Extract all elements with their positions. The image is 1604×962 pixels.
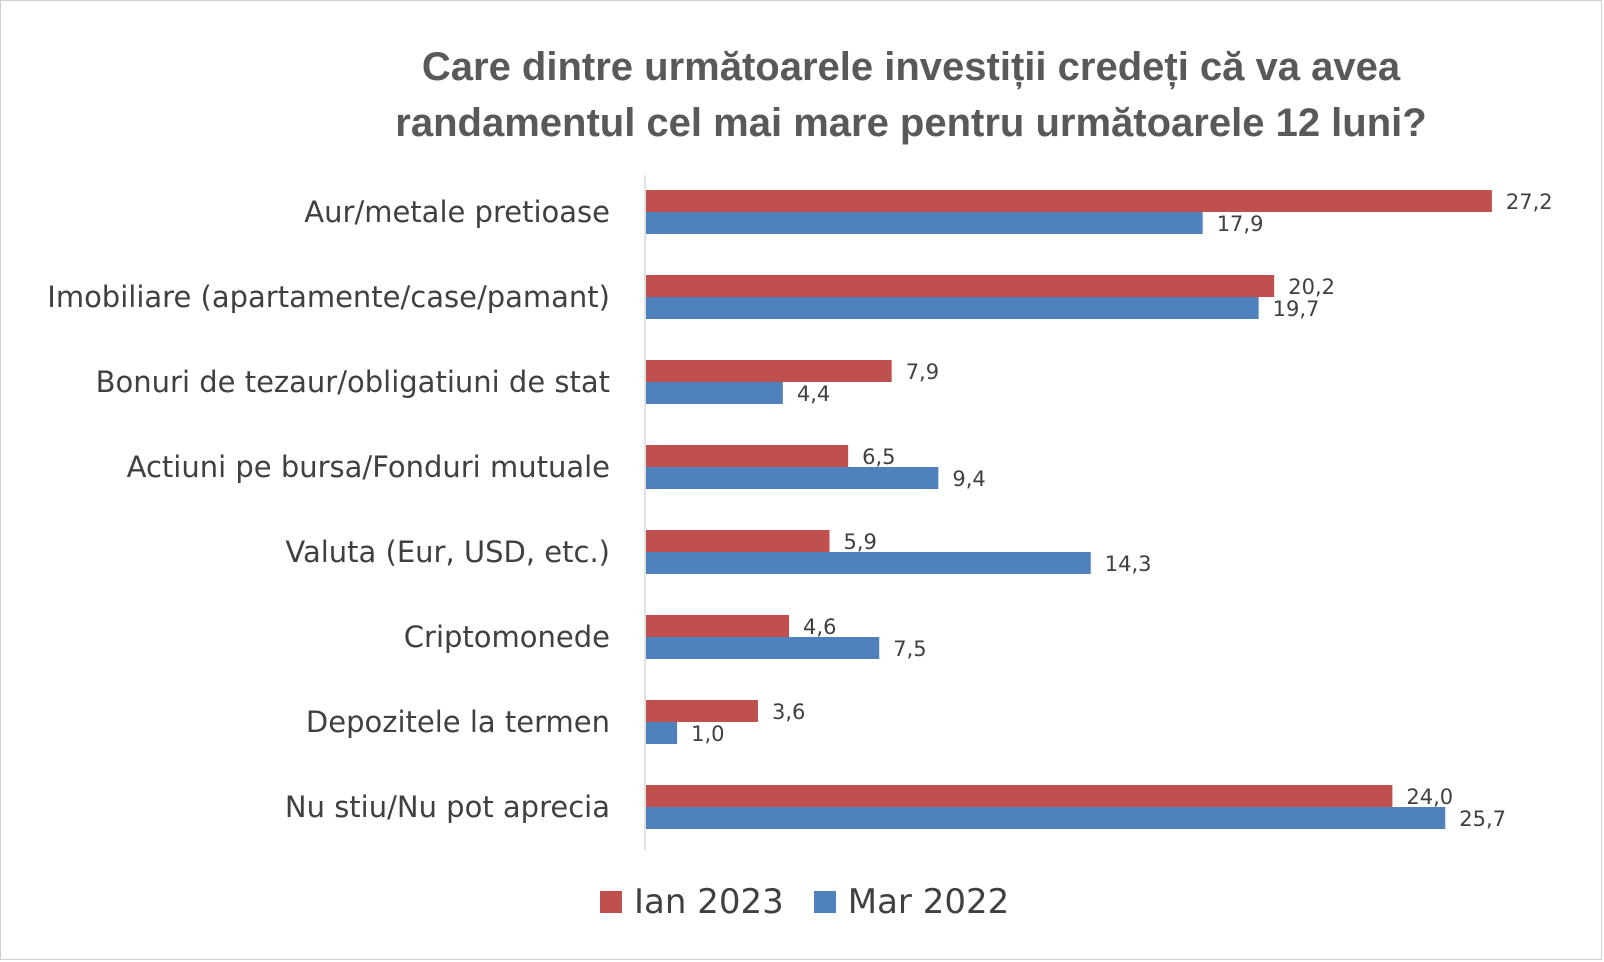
data-label-ian-2023-depozitele-la-termen: 3,6 [772,700,805,724]
data-label-ian-2023-valuta-eur-usd-etc: 5,9 [843,530,876,554]
data-label-mar-2022-valuta-eur-usd-etc: 14,3 [1105,552,1152,576]
legend-label-mar-2022: Mar 2022 [847,882,1010,922]
bar-ian-2023-depozitele-la-termen [646,700,758,722]
legend: Ian 2023 Mar 2022 [600,882,1039,922]
legend-swatch-mar-2022 [813,891,836,913]
bar-ian-2023-actiuni-pe-bursa-fonduri-mutuale [646,445,849,467]
bars-group: Aur/metale pretioase 27,2 17,9 Imobiliare (… [47,190,1553,831]
data-label-mar-2022-imobiliare-apartamente-case-pamant: 19,7 [1273,297,1320,321]
legend-label-ian-2023: Ian 2023 [634,882,784,922]
bar-mar-2022-imobiliare-apartamente-case-pamant [646,297,1259,319]
bar-ian-2023-criptomonede [646,615,790,637]
bar-mar-2022-actiuni-pe-bursa-fonduri-mutuale [646,467,939,489]
data-label-mar-2022-depozitele-la-termen: 1,0 [691,722,724,746]
category-label-criptomonede: Criptomonede [404,620,610,654]
data-label-ian-2023-aur-metale-pretioase: 27,2 [1506,190,1553,214]
bar-mar-2022-valuta-eur-usd-etc [646,552,1091,574]
chart-title: Care dintre următoarele investiții crede… [395,45,1427,145]
bar-ian-2023-aur-metale-pretioase [646,190,1492,212]
data-label-mar-2022-aur-metale-pretioase: 17,9 [1217,212,1264,236]
bar-ian-2023-valuta-eur-usd-etc [646,530,830,552]
data-label-mar-2022-actiuni-pe-bursa-fonduri-mutuale: 9,4 [952,467,985,491]
category-label-actiuni-pe-bursa-fonduri-mutuale: Actiuni pe bursa/Fonduri mutuale [127,450,610,484]
data-label-mar-2022-bonuri-de-tezaur-obligatiuni-de-stat: 4,4 [797,382,830,406]
bar-mar-2022-criptomonede [646,637,880,659]
bar-ian-2023-nu-stiu-nu-pot-aprecia [646,785,1393,807]
category-label-valuta-eur-usd-etc: Valuta (Eur, USD, etc.) [285,535,610,569]
data-label-ian-2023-imobiliare-apartamente-case-pamant: 20,2 [1288,275,1335,299]
category-label-depozitele-la-termen: Depozitele la termen [306,705,610,739]
data-label-ian-2023-criptomonede: 4,6 [803,615,836,639]
bar-mar-2022-nu-stiu-nu-pot-aprecia [646,807,1446,829]
data-label-ian-2023-nu-stiu-nu-pot-aprecia: 24,0 [1406,785,1453,809]
bar-mar-2022-depozitele-la-termen [646,722,678,744]
bar-mar-2022-aur-metale-pretioase [646,212,1203,234]
category-label-imobiliare-apartamente-case-pamant: Imobiliare (apartamente/case/pamant) [47,280,610,314]
bar-ian-2023-bonuri-de-tezaur-obligatiuni-de-stat [646,360,892,382]
bar-mar-2022-bonuri-de-tezaur-obligatiuni-de-stat [646,382,783,404]
data-label-ian-2023-bonuri-de-tezaur-obligatiuni-de-stat: 7,9 [906,360,939,384]
category-label-nu-stiu-nu-pot-aprecia: Nu stiu/Nu pot aprecia [285,790,610,824]
data-label-mar-2022-nu-stiu-nu-pot-aprecia: 25,7 [1459,807,1506,831]
legend-swatch-ian-2023 [600,891,622,913]
data-label-ian-2023-actiuni-pe-bursa-fonduri-mutuale: 6,5 [862,445,895,469]
data-label-mar-2022-criptomonede: 7,5 [893,637,926,661]
legend-item-ian-2023: Ian 2023 [600,882,784,922]
category-label-aur-metale-pretioase: Aur/metale pretioase [304,195,610,229]
legend-item-mar-2022: Mar 2022 [813,882,1010,922]
category-label-bonuri-de-tezaur-obligatiuni-de-stat: Bonuri de tezaur/obligatiuni de stat [96,365,610,399]
bar-ian-2023-imobiliare-apartamente-case-pamant [646,275,1275,297]
